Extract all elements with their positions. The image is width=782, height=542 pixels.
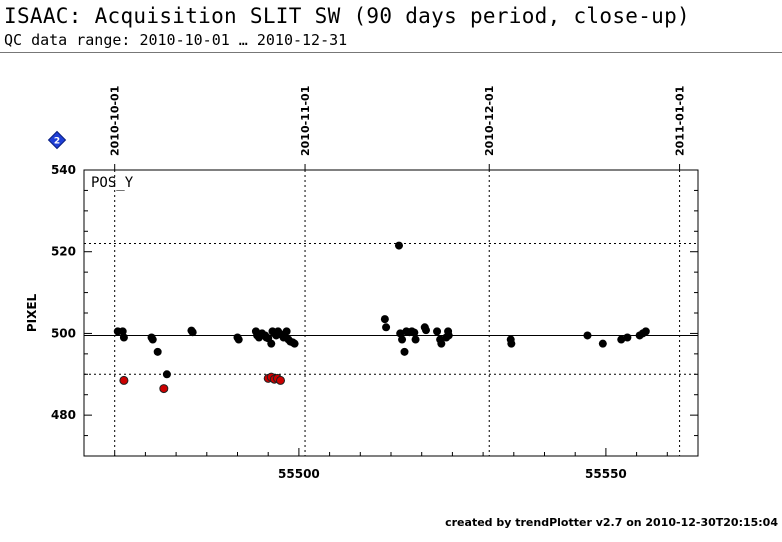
data-point — [617, 335, 626, 344]
data-point — [162, 370, 171, 379]
data-point-flagged — [275, 375, 285, 385]
badge-label: 2 — [54, 137, 60, 147]
header-divider — [0, 52, 782, 53]
page-title: ISAAC: Acquisition SLIT SW (90 days peri… — [4, 4, 690, 28]
y-tick-label: 480 — [51, 408, 76, 422]
data-point — [641, 327, 650, 336]
data-point — [583, 331, 592, 340]
data-point — [421, 326, 430, 335]
panel-label: POS_Y — [91, 175, 134, 191]
data-point — [437, 339, 446, 348]
x-tick-label: 55550 — [585, 467, 627, 481]
data-point — [411, 335, 420, 344]
y-tick-label: 540 — [51, 163, 76, 177]
data-point — [153, 347, 162, 356]
data-point — [234, 335, 243, 344]
data-point — [598, 339, 607, 348]
data-point — [148, 335, 157, 344]
date-marker-label: 2011-01-01 — [674, 86, 687, 156]
data-point — [394, 241, 403, 250]
data-point — [398, 335, 407, 344]
data-point — [507, 339, 516, 348]
footer-credit: created by trendPlotter v2.7 on 2010-12-… — [445, 516, 778, 529]
y-tick-label: 520 — [51, 245, 76, 259]
y-tick-label: 500 — [51, 326, 76, 340]
data-point — [382, 323, 391, 332]
y-axis-label: PIXEL — [25, 293, 39, 332]
data-point — [410, 328, 419, 337]
data-point — [290, 339, 299, 348]
data-point — [444, 331, 453, 340]
data-point — [380, 315, 389, 324]
data-point — [118, 327, 127, 336]
data-point — [433, 327, 442, 336]
badge-diamond-icon — [47, 130, 67, 150]
date-marker-label: 2010-12-01 — [483, 86, 496, 156]
data-point-flagged — [159, 384, 169, 394]
date-marker-label: 2010-10-01 — [109, 86, 122, 156]
data-point-flagged — [119, 375, 129, 385]
data-point — [119, 333, 128, 342]
data-point — [188, 328, 197, 337]
qc-data-range: QC data range: 2010-10-01 … 2010-12-31 — [4, 31, 348, 49]
data-point — [267, 339, 276, 348]
data-point — [623, 333, 632, 342]
data-point — [282, 327, 291, 336]
plot-frame — [83, 169, 699, 457]
x-tick-label: 55500 — [278, 467, 320, 481]
data-point — [400, 347, 409, 356]
data-point — [396, 329, 405, 338]
date-marker-label: 2010-11-01 — [299, 86, 312, 156]
